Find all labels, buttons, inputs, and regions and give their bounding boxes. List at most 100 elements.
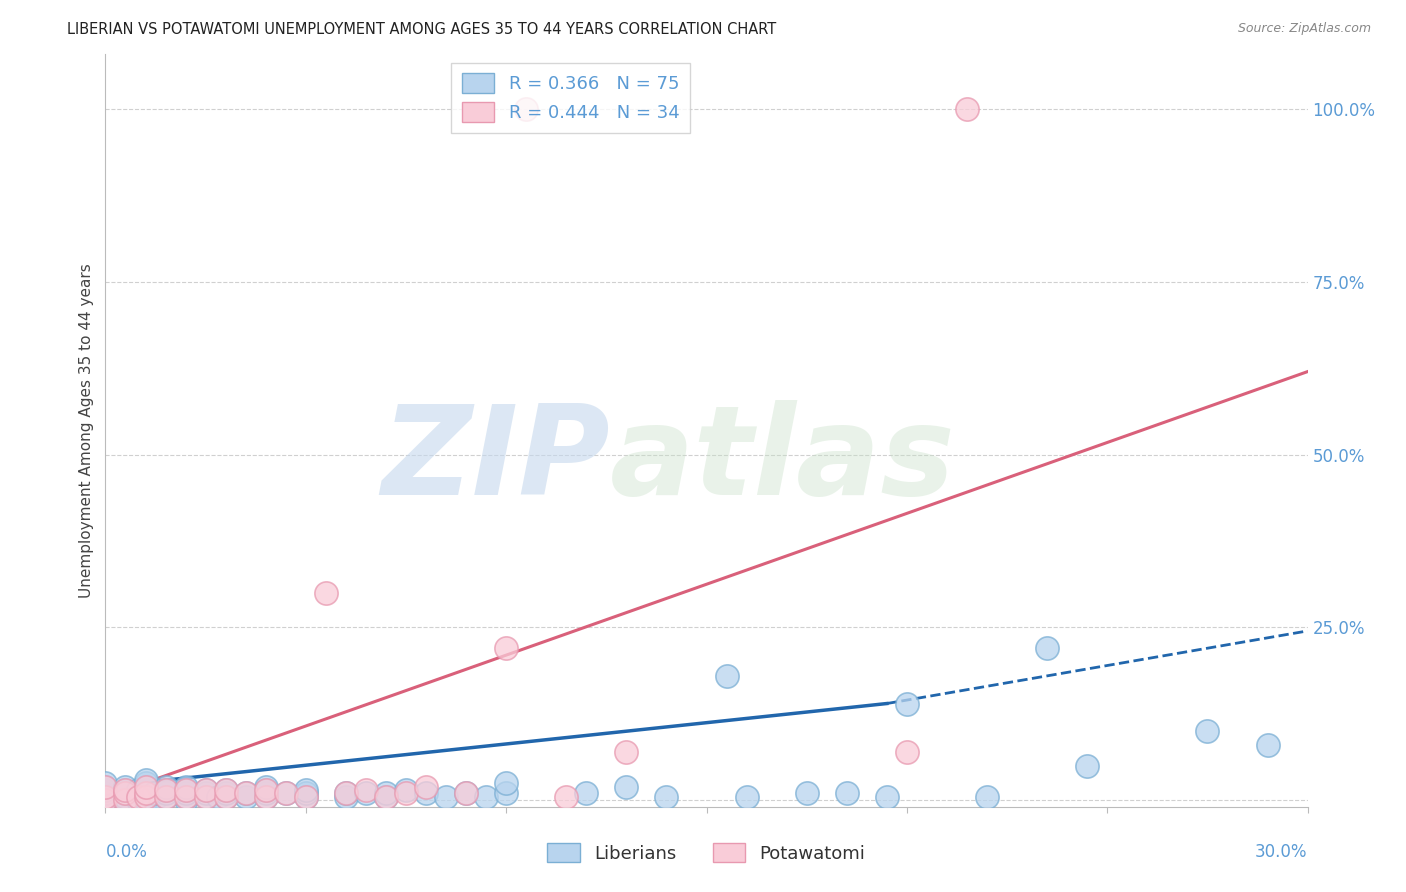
Point (235, 786, 257, 800)
Point (135, 783, 157, 797)
Point (1036, 641, 1059, 656)
Point (114, 793, 136, 807)
Point (235, 789, 257, 804)
Point (155, 783, 177, 797)
Point (174, 793, 197, 807)
Point (415, 786, 437, 800)
Point (127, 793, 149, 807)
Point (194, 789, 217, 804)
Point (94, 789, 117, 804)
Point (155, 783, 177, 797)
Point (254, 789, 277, 804)
Point (295, 783, 318, 797)
Point (495, 641, 517, 656)
Point (254, 783, 277, 797)
Point (135, 786, 157, 800)
Point (735, 789, 758, 804)
Point (1197, 724, 1219, 739)
Point (135, 776, 157, 790)
Point (374, 789, 398, 804)
Point (135, 789, 157, 804)
Text: LIBERIAN VS POTAWATOMI UNEMPLOYMENT AMONG AGES 35 TO 44 YEARS CORRELATION CHART: LIBERIAN VS POTAWATOMI UNEMPLOYMENT AMON… (67, 22, 776, 37)
Point (174, 786, 197, 800)
Point (214, 789, 236, 804)
Point (335, 786, 357, 800)
Text: atlas: atlas (610, 400, 956, 521)
Point (94, 793, 117, 807)
Point (315, 586, 337, 600)
Text: 30.0%: 30.0% (1256, 844, 1308, 862)
Point (94, 776, 117, 790)
Point (214, 789, 236, 804)
Point (94, 793, 117, 807)
Point (127, 789, 149, 804)
Point (142, 793, 165, 807)
Point (94, 780, 117, 794)
Text: Source: ZipAtlas.com: Source: ZipAtlas.com (1237, 22, 1371, 36)
Point (174, 783, 197, 797)
Point (555, 789, 578, 804)
Y-axis label: Unemployment Among Ages 35 to 44 years: Unemployment Among Ages 35 to 44 years (79, 263, 94, 598)
Point (495, 786, 517, 800)
Point (876, 789, 898, 804)
Point (127, 789, 149, 804)
Point (254, 786, 277, 800)
Point (335, 789, 357, 804)
Point (135, 780, 157, 794)
Point (214, 783, 236, 797)
Point (155, 789, 177, 804)
Point (127, 783, 149, 797)
Point (575, 786, 598, 800)
Text: 0.0%: 0.0% (105, 844, 148, 862)
Point (135, 786, 157, 800)
Point (142, 786, 165, 800)
Point (335, 786, 357, 800)
Point (796, 786, 818, 800)
Point (155, 786, 177, 800)
Point (254, 789, 277, 804)
Point (454, 786, 477, 800)
Point (114, 793, 136, 807)
Point (495, 776, 517, 790)
Point (616, 745, 638, 759)
Point (374, 786, 398, 800)
Point (896, 745, 918, 759)
Point (354, 786, 377, 800)
Point (1076, 758, 1098, 772)
Point (114, 786, 136, 800)
Point (214, 786, 236, 800)
Point (135, 789, 157, 804)
Point (174, 789, 197, 804)
Point (274, 786, 297, 800)
Point (194, 789, 217, 804)
Point (716, 669, 738, 683)
Point (415, 780, 437, 794)
Point (155, 789, 177, 804)
Point (655, 789, 678, 804)
Text: ZIP: ZIP (381, 400, 610, 521)
Point (515, 102, 537, 116)
Point (135, 780, 157, 794)
Point (174, 783, 197, 797)
Point (114, 780, 136, 794)
Point (616, 780, 638, 794)
Point (1257, 738, 1279, 752)
Point (395, 786, 418, 800)
Point (976, 789, 998, 804)
Point (94, 786, 117, 800)
Point (114, 783, 136, 797)
Point (956, 102, 979, 116)
Point (835, 786, 858, 800)
Point (114, 783, 136, 797)
Point (374, 789, 398, 804)
Point (135, 772, 157, 787)
Point (114, 786, 136, 800)
Point (395, 783, 418, 797)
Point (354, 783, 377, 797)
Point (94, 789, 117, 804)
Point (194, 786, 217, 800)
Point (114, 789, 136, 804)
Point (194, 783, 217, 797)
Point (174, 780, 197, 794)
Point (94, 780, 117, 794)
